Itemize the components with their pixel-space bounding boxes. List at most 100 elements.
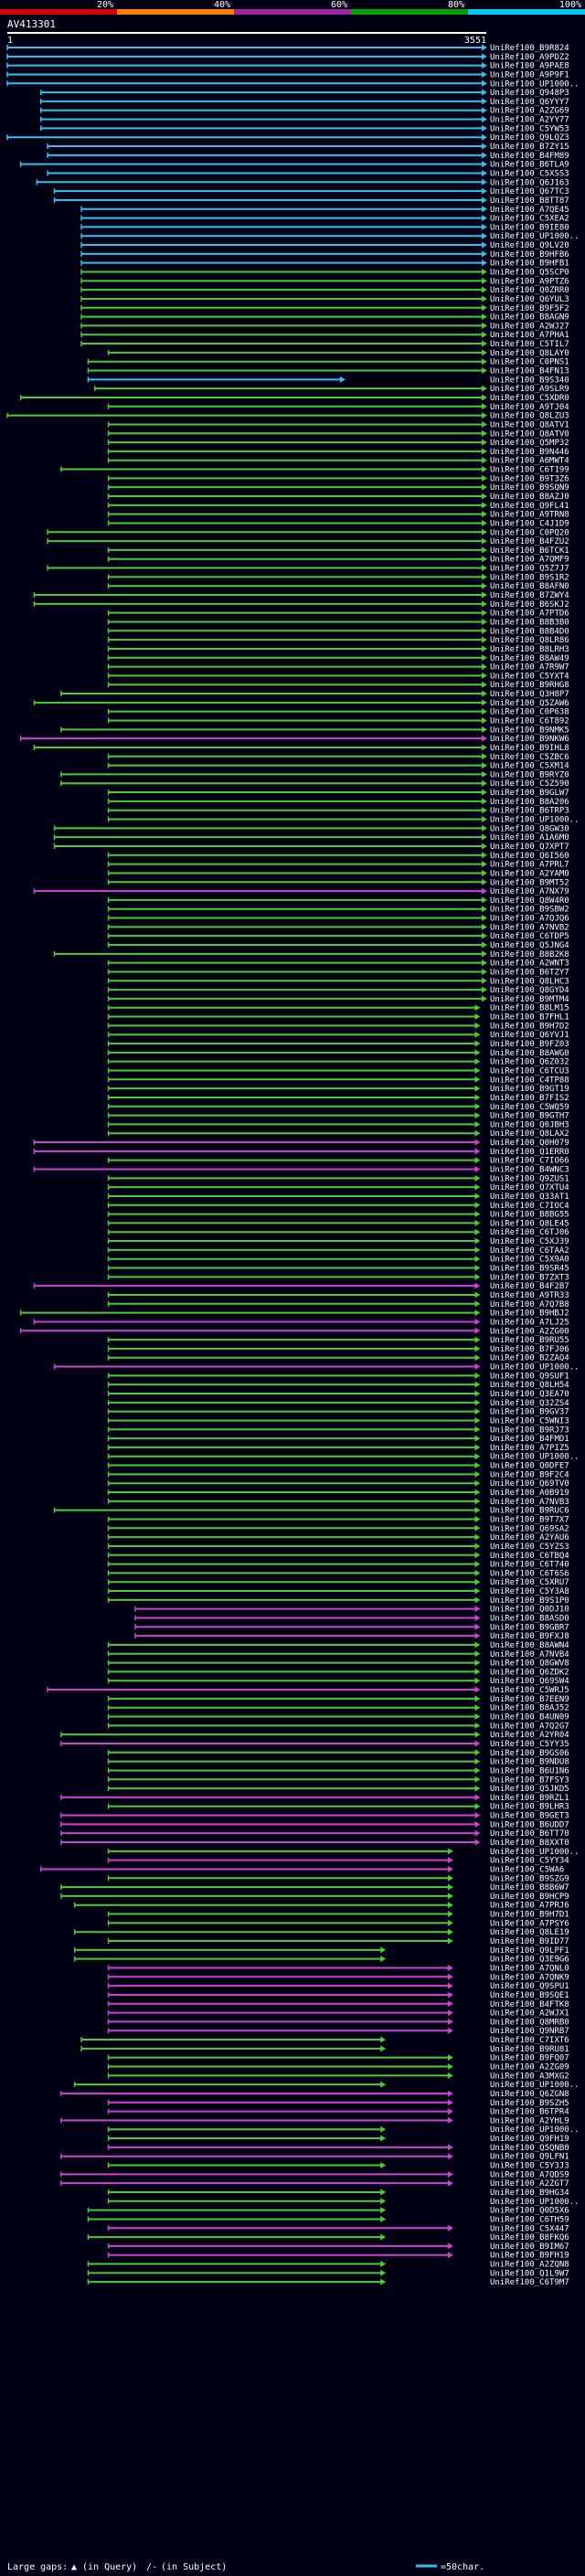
hit-label[interactable]: UniRef100_B8B2K8 xyxy=(490,950,569,959)
hit-label[interactable]: UniRef100_C5XSS3 xyxy=(490,169,569,178)
hit-row[interactable]: UniRef100_B6UDD7 xyxy=(60,1820,569,1829)
hit-label[interactable]: UniRef100_B8ASD0 xyxy=(490,1615,569,1624)
hit-label[interactable]: UniRef100_A9PAE8 xyxy=(490,62,569,71)
hit-label[interactable]: UniRef100_C6T199 xyxy=(490,466,569,475)
hit-label[interactable]: UniRef100_C6TAA2 xyxy=(490,1246,569,1256)
hit-row[interactable]: UniRef100_C5ZBC6 xyxy=(107,753,569,762)
hit-label[interactable]: UniRef100_B9IE80 xyxy=(490,223,569,232)
hit-row[interactable]: UniRef100_Q6ZGN8 xyxy=(60,2090,569,2099)
hit-label[interactable]: UniRef100_A7QDS9 xyxy=(490,2170,569,2179)
hit-row[interactable]: UniRef100_C6T9M7 xyxy=(87,2278,569,2287)
hit-row[interactable]: UniRef100_B9HG34 xyxy=(107,2189,569,2198)
hit-row[interactable]: UniRef100_B9IHL8 xyxy=(33,744,569,753)
hit-label[interactable]: UniRef100_C5WRJ5 xyxy=(490,1686,569,1695)
hit-label[interactable]: UniRef100_B7FIS2 xyxy=(490,1094,569,1103)
hit-row[interactable]: UniRef100_B8XXT0 xyxy=(60,1839,569,1848)
hit-row[interactable]: UniRef100_Q5JNG4 xyxy=(107,941,569,950)
hit-label[interactable]: UniRef100_B9FH19 xyxy=(490,2252,569,2261)
hit-row[interactable]: UniRef100_C5XM14 xyxy=(107,762,569,771)
hit-row[interactable]: UniRef100_B9FQ07 xyxy=(107,2054,569,2063)
hit-label[interactable]: UniRef100_B9GET3 xyxy=(490,1812,569,1821)
hit-row[interactable]: UniRef100_C4TP88 xyxy=(107,1076,569,1085)
hit-label[interactable]: UniRef100_Q0D5X6 xyxy=(490,2207,569,2216)
hit-label[interactable]: UniRef100_Q1ERR0 xyxy=(490,1148,569,1157)
hit-label[interactable]: UniRef100_Q0ZRR0 xyxy=(490,286,569,295)
hit-row[interactable]: UniRef100_B9T3Z6 xyxy=(107,474,569,483)
hit-label[interactable]: UniRef100_C7IO66 xyxy=(490,1157,569,1166)
hit-row[interactable]: UniRef100_UP1000.. xyxy=(107,2198,580,2207)
hit-label[interactable]: UniRef100_Q9LQZ3 xyxy=(490,133,569,143)
hit-label[interactable]: UniRef100_Q3E9G6 xyxy=(490,1956,569,1965)
hit-row[interactable]: UniRef100_Q8ATV0 xyxy=(107,429,569,439)
hit-row[interactable]: UniRef100_B4FM89 xyxy=(47,152,569,161)
hit-row[interactable]: UniRef100_Q9FH19 xyxy=(107,2135,569,2144)
hit-label[interactable]: UniRef100_B8B6W7 xyxy=(490,1883,569,1892)
hit-row[interactable]: UniRef100_C6T6S6 xyxy=(107,1569,569,1578)
hit-label[interactable]: UniRef100_C6T6S6 xyxy=(490,1569,569,1578)
hit-row[interactable]: UniRef100_A7NX79 xyxy=(33,887,569,896)
hit-label[interactable]: UniRef100_A7Q7B8 xyxy=(490,1300,569,1309)
hit-row[interactable]: UniRef100_Q8W4R0 xyxy=(107,896,569,906)
hit-row[interactable]: UniRef100_C5YZS3 xyxy=(107,1542,569,1552)
hit-label[interactable]: UniRef100_B4F2B7 xyxy=(490,1282,569,1291)
hit-row[interactable]: UniRef100_B6TPR4 xyxy=(107,2108,569,2117)
hit-label[interactable]: UniRef100_A2YAU6 xyxy=(490,1533,569,1542)
hit-label[interactable]: UniRef100_C0PNS1 xyxy=(490,358,569,367)
hit-label[interactable]: UniRef100_A2YHL9 xyxy=(490,2116,569,2125)
hit-label[interactable]: UniRef100_Q1L9W7 xyxy=(490,2269,569,2278)
hit-row[interactable]: UniRef100_B9S340 xyxy=(87,376,569,385)
hit-label[interactable]: UniRef100_B9HG34 xyxy=(490,2189,569,2198)
hit-label[interactable]: UniRef100_C5YY34 xyxy=(490,1857,569,1866)
hit-label[interactable]: UniRef100_A1A6M0 xyxy=(490,833,569,843)
hit-label[interactable]: UniRef100_B9N446 xyxy=(490,448,569,457)
hit-row[interactable]: UniRef100_B9SQN9 xyxy=(107,483,569,493)
hit-label[interactable]: UniRef100_A2YR04 xyxy=(490,1731,569,1740)
hit-label[interactable]: UniRef100_Q33AT1 xyxy=(490,1193,569,1202)
hit-row[interactable]: UniRef100_C7IO66 xyxy=(107,1157,569,1166)
hit-label[interactable]: UniRef100_Q8ATV1 xyxy=(490,420,569,429)
hit-row[interactable]: UniRef100_B7FHL1 xyxy=(107,1013,569,1023)
hit-row[interactable]: UniRef100_Q6Z032 xyxy=(107,1058,569,1067)
hit-label[interactable]: UniRef100_B8LRH3 xyxy=(490,645,569,654)
hit-label[interactable]: UniRef100_A2WJX1 xyxy=(490,2009,569,2019)
hit-row[interactable]: UniRef100_Q8LE45 xyxy=(107,1219,569,1228)
hit-row[interactable]: UniRef100_B9RZL1 xyxy=(60,1794,569,1803)
hit-row[interactable]: UniRef100_A0B919 xyxy=(107,1489,569,1498)
hit-label[interactable]: UniRef100_A7QNL0 xyxy=(490,1964,569,1973)
hit-row[interactable]: UniRef100_Q9LV20 xyxy=(80,241,569,250)
hit-row[interactable]: UniRef100_B9GV37 xyxy=(107,1408,569,1417)
hit-row[interactable]: UniRef100_Q8GW30 xyxy=(53,824,569,833)
hit-label[interactable]: UniRef100_C7IXT6 xyxy=(490,2036,569,2045)
hit-label[interactable]: UniRef100_B9H7D1 xyxy=(490,1911,569,1920)
hit-label[interactable]: UniRef100_Q0JBH3 xyxy=(490,1120,569,1129)
hit-label[interactable]: UniRef100_A2YY77 xyxy=(490,116,569,125)
hit-label[interactable]: UniRef100_B8A206 xyxy=(490,798,569,807)
hit-label[interactable]: UniRef100_Q8ATV0 xyxy=(490,429,569,439)
hit-row[interactable]: UniRef100_B9R824 xyxy=(6,44,569,53)
hit-label[interactable]: UniRef100_A9P9F1 xyxy=(490,70,569,80)
hit-label[interactable]: UniRef100_Q8LR86 xyxy=(490,636,569,645)
hit-label[interactable]: UniRef100_C5X9A0 xyxy=(490,1256,569,1265)
hit-label[interactable]: UniRef100_Q3H8P7 xyxy=(490,690,569,699)
hit-row[interactable]: UniRef100_B9IE80 xyxy=(80,223,569,232)
hit-row[interactable]: UniRef100_B8AFN0 xyxy=(107,582,569,591)
hit-label[interactable]: UniRef100_Q9FH19 xyxy=(490,2135,569,2144)
hit-label[interactable]: UniRef100_Q8LZU3 xyxy=(490,412,569,421)
hit-row[interactable]: UniRef100_Q9FL41 xyxy=(107,502,569,511)
hit-row[interactable]: UniRef100_B9RU81 xyxy=(80,2045,569,2054)
hit-label[interactable]: UniRef100_B9GTH7 xyxy=(490,1112,569,1121)
hit-label[interactable]: UniRef100_B9T7X7 xyxy=(490,1515,569,1524)
hit-label[interactable]: UniRef100_B9RUC6 xyxy=(490,1507,569,1516)
hit-row[interactable]: UniRef100_B8LM15 xyxy=(107,1004,569,1013)
hit-row[interactable]: UniRef100_Q5SCP0 xyxy=(80,269,569,278)
hit-label[interactable]: UniRef100_B8XXT0 xyxy=(490,1839,569,1848)
hit-row[interactable]: UniRef100_A9PTZ6 xyxy=(80,277,569,286)
hit-label[interactable]: UniRef100_UP1000.. xyxy=(490,2081,580,2090)
hit-row[interactable]: UniRef100_A9P9F1 xyxy=(6,70,569,80)
hit-row[interactable]: UniRef100_C7IOC4 xyxy=(107,1202,569,1211)
hit-row[interactable]: UniRef100_B9NDU8 xyxy=(107,1758,569,1767)
hit-row[interactable]: UniRef100_B8B2K8 xyxy=(53,950,569,959)
hit-label[interactable]: UniRef100_A7PRL7 xyxy=(490,861,569,870)
hit-row[interactable]: UniRef100_Q6YVJ1 xyxy=(107,1031,569,1040)
hit-label[interactable]: UniRef100_B4WNC3 xyxy=(490,1166,569,1175)
